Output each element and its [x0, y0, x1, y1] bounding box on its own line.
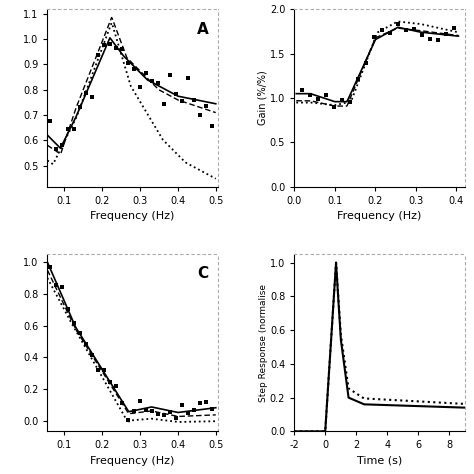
Point [52, 145, 60, 152]
Point [196, 399, 204, 407]
Point [160, 100, 168, 108]
X-axis label: Frequency (Hz): Frequency (Hz) [91, 456, 175, 466]
Point [190, 96, 198, 104]
Point [64, 305, 72, 312]
Point [58, 283, 66, 291]
Point [58, 141, 66, 148]
Point [76, 104, 84, 111]
Point [142, 406, 150, 414]
Point [371, 33, 378, 40]
Point [315, 95, 322, 103]
Point [435, 36, 442, 44]
Point [88, 351, 96, 358]
Point [184, 409, 192, 416]
Point [82, 341, 90, 348]
Point [160, 411, 168, 419]
Point [330, 104, 338, 111]
Point [166, 72, 174, 79]
Point [338, 96, 346, 103]
Point [307, 91, 314, 99]
Point [427, 36, 434, 43]
Point [402, 26, 410, 34]
Point [100, 41, 108, 49]
Point [202, 398, 210, 406]
Point [178, 97, 186, 105]
Point [419, 31, 426, 39]
Point [299, 86, 306, 94]
Point [394, 20, 402, 28]
Point [136, 83, 144, 91]
Text: A: A [197, 22, 209, 37]
Point [118, 399, 126, 407]
Point [136, 398, 144, 405]
Point [46, 117, 54, 125]
Point [112, 382, 120, 390]
Point [208, 122, 216, 130]
Point [178, 401, 186, 409]
Point [124, 59, 132, 67]
Point [100, 366, 108, 374]
Point [130, 407, 138, 415]
X-axis label: Time (s): Time (s) [357, 456, 402, 466]
Text: C: C [197, 266, 209, 282]
Point [202, 102, 210, 109]
Point [76, 329, 84, 337]
Point [443, 30, 450, 37]
Y-axis label: Step Response (normalise: Step Response (normalise [259, 284, 268, 401]
Point [355, 75, 362, 83]
Point [142, 69, 150, 77]
Point [346, 98, 354, 105]
Point [154, 410, 162, 418]
Point [106, 40, 114, 48]
Point [190, 406, 198, 414]
Point [379, 26, 386, 33]
Point [70, 319, 78, 327]
Point [94, 51, 102, 59]
Point [323, 91, 330, 99]
Point [52, 281, 60, 288]
Point [46, 263, 54, 271]
X-axis label: Frequency (Hz): Frequency (Hz) [337, 211, 421, 221]
Point [387, 29, 394, 36]
Point [82, 90, 90, 97]
Point [184, 74, 192, 82]
Point [94, 366, 102, 374]
Point [363, 60, 370, 67]
Point [70, 125, 78, 133]
Point [64, 125, 72, 133]
Point [410, 25, 418, 33]
Point [154, 79, 162, 87]
Point [451, 24, 458, 32]
Point [106, 379, 114, 386]
Point [124, 416, 132, 423]
Point [172, 90, 180, 97]
Point [148, 408, 156, 415]
Point [166, 409, 174, 416]
Point [88, 93, 96, 101]
Y-axis label: Gain (%/%): Gain (%/%) [257, 71, 267, 126]
Point [130, 65, 138, 73]
Point [196, 111, 204, 119]
Point [148, 77, 156, 85]
X-axis label: Frequency (Hz): Frequency (Hz) [91, 211, 175, 221]
Point [172, 414, 180, 421]
Point [208, 405, 216, 413]
Point [118, 45, 126, 53]
Point [112, 44, 120, 52]
